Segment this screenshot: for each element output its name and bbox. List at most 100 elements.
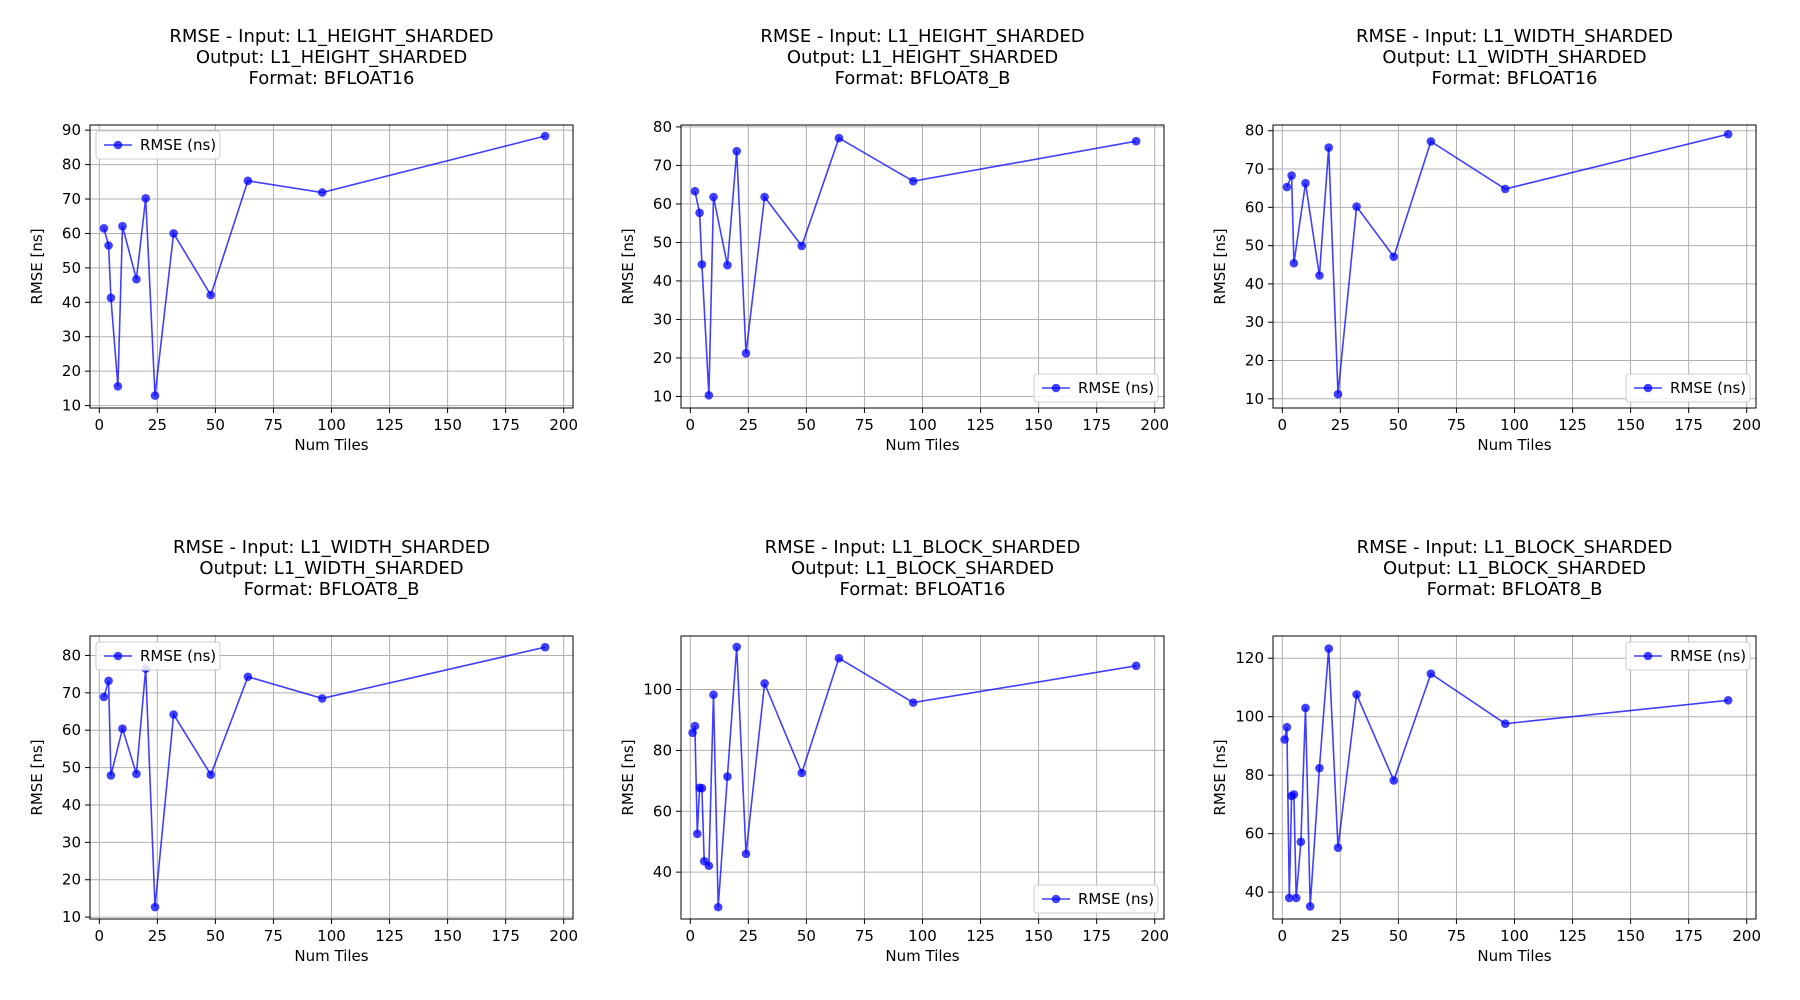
y-tick-label: 10 [62, 908, 81, 926]
data-point [1291, 893, 1301, 903]
data-point [169, 710, 178, 719]
x-tick-label: 0 [95, 416, 105, 434]
data-point [760, 679, 769, 688]
plot-frame [680, 124, 1165, 409]
data-point [118, 724, 127, 734]
y-tick-label: 50 [653, 233, 672, 251]
x-tick-label: 50 [1389, 416, 1408, 434]
legend-label: RMSE (ns) [140, 647, 216, 665]
legend-label: RMSE (ns) [1670, 379, 1746, 397]
x-tick-label: 0 [1278, 927, 1288, 945]
x-tick-label: 175 [1674, 416, 1703, 434]
y-tick-label: 60 [1245, 825, 1264, 843]
data-point [834, 133, 844, 143]
data-point [704, 390, 714, 400]
x-tick-label: 200 [1732, 927, 1761, 945]
y-tick-label: 50 [62, 759, 81, 777]
plot-frame [1272, 635, 1757, 920]
data-point [760, 192, 769, 202]
y-tick-label: 60 [62, 721, 81, 739]
x-tick-label: 175 [1082, 416, 1111, 434]
x-tick-label: 150 [433, 416, 462, 434]
legend: RMSE (ns) [95, 130, 221, 160]
series-line [103, 135, 546, 396]
x-tick-label: 200 [1140, 416, 1169, 434]
data-point [169, 229, 178, 238]
y-tick-label: 30 [62, 833, 81, 851]
legend-marker [1643, 383, 1653, 393]
y-axis-label: RMSE [ns] [28, 739, 46, 815]
series-line [1286, 133, 1729, 395]
legend-marker [1643, 651, 1653, 661]
data-point [1426, 137, 1436, 146]
legend-label: RMSE (ns) [1078, 379, 1154, 397]
y-axis-label: RMSE [ns] [1211, 739, 1229, 815]
x-tick-label: 125 [966, 416, 995, 434]
data-point [243, 176, 253, 186]
y-tick-label: 20 [62, 871, 81, 889]
x-axis-label: Num Tiles [885, 436, 959, 454]
data-point [1282, 182, 1292, 192]
legend-box [1625, 641, 1751, 671]
legend: RMSE (ns) [95, 641, 221, 671]
y-tick-label: 10 [1245, 390, 1264, 408]
data-point [1315, 271, 1324, 280]
chart-title-line: Output: L1_BLOCK_SHARDED [791, 558, 1054, 579]
plot-frame [1272, 124, 1757, 409]
x-tick-label: 25 [148, 416, 167, 434]
x-tick-label: 125 [1558, 927, 1587, 945]
y-tick-label: 80 [1245, 122, 1264, 140]
data-point [317, 188, 327, 197]
plot-frame [89, 124, 574, 409]
data-point [150, 902, 160, 912]
data-point [1296, 837, 1306, 847]
x-tick-label: 75 [264, 416, 283, 434]
x-tick-label: 125 [1558, 416, 1587, 434]
chart-title-line: Output: L1_BLOCK_SHARDED [1383, 558, 1646, 579]
legend: RMSE (ns) [1033, 884, 1159, 914]
chart-title-line: RMSE - Input: L1_BLOCK_SHARDED [765, 537, 1081, 558]
y-tick-label: 80 [653, 118, 672, 136]
y-tick-label: 70 [62, 190, 81, 208]
chart-title-line: RMSE - Input: L1_WIDTH_SHARDED [173, 537, 490, 558]
data-point [732, 642, 742, 652]
y-tick-label: 90 [62, 121, 81, 139]
y-tick-label: 80 [653, 741, 672, 759]
chart-title-line: RMSE - Input: L1_WIDTH_SHARDED [1356, 26, 1673, 47]
data-point [1723, 696, 1733, 705]
legend-marker [113, 140, 123, 150]
data-point [104, 676, 113, 686]
legend: RMSE (ns) [1625, 641, 1751, 671]
data-point [1324, 143, 1334, 152]
series-line [694, 136, 1137, 396]
x-tick-label: 25 [739, 416, 758, 434]
y-tick-label: 40 [653, 863, 672, 881]
data-point [908, 698, 918, 707]
data-point [797, 241, 807, 251]
y-tick-label: 30 [1245, 313, 1264, 331]
x-tick-label: 175 [491, 927, 520, 945]
x-tick-label: 100 [317, 416, 346, 434]
data-point [713, 902, 723, 912]
x-tick-label: 0 [1278, 416, 1288, 434]
y-tick-label: 80 [1245, 766, 1264, 784]
data-point [690, 721, 700, 731]
data-point [540, 642, 550, 652]
y-tick-label: 120 [1235, 649, 1264, 667]
data-point [1389, 252, 1399, 262]
x-axis-label: Num Tiles [1477, 436, 1551, 454]
x-tick-label: 100 [908, 416, 937, 434]
chart-title-line: RMSE - Input: L1_HEIGHT_SHARDED [169, 26, 493, 47]
x-tick-label: 175 [1674, 927, 1703, 945]
data-point [1280, 735, 1289, 744]
x-tick-label: 25 [1331, 927, 1350, 945]
y-axis-label: RMSE [ns] [28, 228, 46, 304]
x-tick-label: 150 [1616, 416, 1645, 434]
data-point [797, 768, 807, 778]
plot-frame [680, 635, 1165, 920]
x-tick-label: 25 [739, 927, 758, 945]
x-tick-label: 75 [1447, 927, 1466, 945]
